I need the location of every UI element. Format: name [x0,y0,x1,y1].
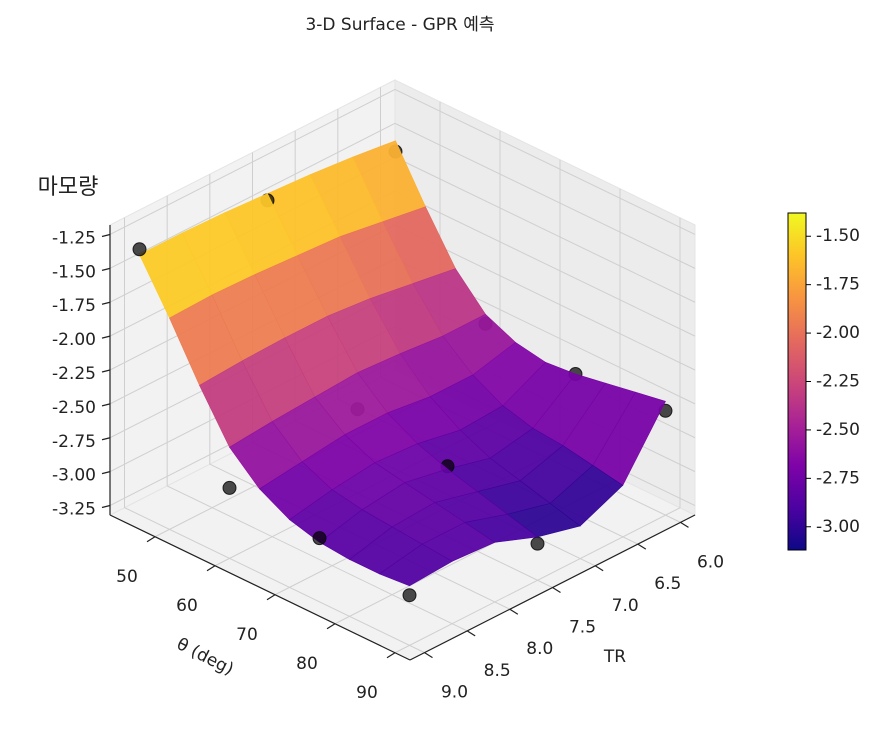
colorbar-tick-label: -3.00 [816,517,860,537]
y-tick [680,521,689,528]
x-tick [326,623,336,630]
x-axis-label: θ (deg) [173,634,237,680]
z-tick-label: -2.25 [52,364,96,384]
axes: 50 60 70 80 90 6.0 6.5 7.0 7.5 8.0 8.5 9.0 -3.25 -3.0… [52,225,724,703]
x-tick [206,565,216,572]
y-tick-label: 6.0 [697,552,724,572]
z-tick-label: -1.25 [52,228,96,248]
x-tick-label: 80 [296,654,318,674]
y-tick [594,565,604,572]
z-tick [101,471,111,475]
colorbar-tick-label: -2.00 [816,323,860,343]
z-tick [101,437,111,441]
x-tick [386,652,396,659]
grid-line [394,156,696,303]
x-tick-label: 90 [356,683,378,703]
y-tick [424,652,433,659]
y-tick-label: 6.5 [654,574,681,594]
z-tick-label: -2.50 [52,398,96,418]
x-tick-label: 60 [176,596,198,616]
z-tick [101,301,111,305]
colorbar-gradient [787,212,807,551]
y-tick-label: 7.0 [612,596,639,616]
colorbar-tick-label: -1.75 [816,275,860,295]
grid-line [109,89,396,235]
colorbar-tick-label: -2.75 [816,468,860,488]
grid-line [109,122,396,269]
chart-title: 3-D Surface - GPR 예측 [305,15,494,35]
grid-line [394,122,696,269]
z-tick-label: -1.50 [52,262,96,282]
y-tick [509,608,519,615]
data-point [312,531,327,546]
grid-line [394,89,696,235]
z-tick-label: -2.00 [52,330,96,350]
colorbar: -3.00 -2.75 -2.50 -2.25 -2.00 -1.75 -1.50 [787,212,860,551]
y-tick [466,630,476,637]
z-tick-label: -3.25 [52,500,96,520]
y-tick-label: 8.5 [484,661,511,681]
data-point [222,480,237,495]
grid-line [166,485,468,632]
y-tick [637,543,647,550]
z-tick-label: -3.00 [52,466,96,486]
grid-line [394,190,696,337]
data-point [132,242,147,257]
z-tick [101,335,111,339]
data-point [402,588,417,603]
x-tick-label: 50 [116,567,138,587]
x-tick [146,536,156,543]
y-tick-label: 7.5 [569,618,596,638]
grid-line [124,507,425,654]
colorbar-tick-label: -1.50 [816,226,860,246]
z-tick-label: -2.75 [52,432,96,452]
data-point [530,536,545,551]
z-axis-label: 마모량 [38,175,99,200]
z-tick [101,369,111,373]
surface-cell [378,543,453,587]
z-tick [101,267,111,271]
colorbar-tick-label: -2.25 [816,372,860,392]
colorbar-tick-label: -2.50 [816,420,860,440]
z-tick [101,504,111,509]
z-tick [101,403,111,407]
z-tick-label: -1.75 [52,296,96,316]
y-tick-label: 9.0 [441,683,468,703]
x-tick-label: 70 [236,625,258,645]
x-axis-line [109,514,411,661]
y-tick-label: 8.0 [526,639,553,659]
z-tick [101,233,111,238]
y-axis-label: TR [603,647,626,667]
y-tick [552,586,561,594]
plot-area [132,140,673,603]
x-tick [266,594,276,601]
